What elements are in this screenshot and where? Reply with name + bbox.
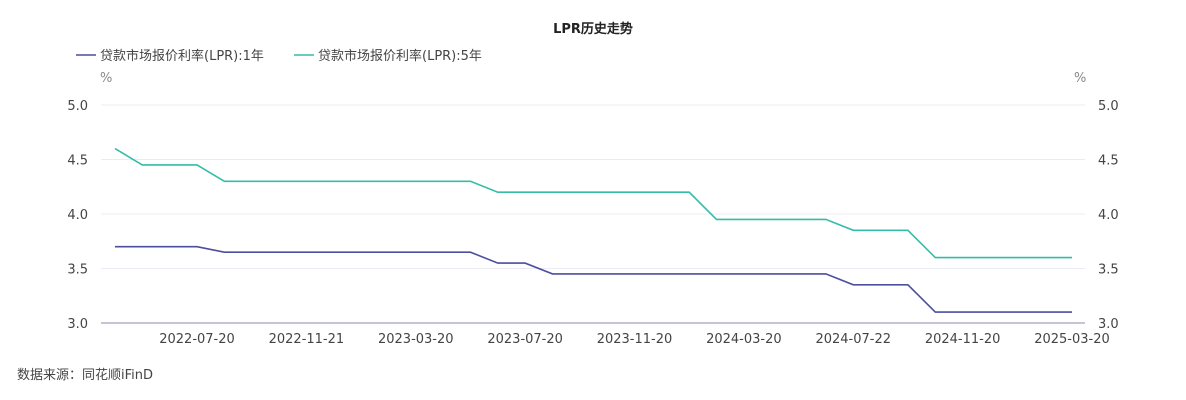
x-tick-label: 2024-03-20 (706, 332, 782, 347)
y-tick-right: 4.5 (1098, 154, 1119, 169)
legend-label-0: 贷款市场报价利率(LPR):1年 (100, 48, 264, 64)
y-tick-right: 3.5 (1098, 263, 1119, 278)
data-source: 数据来源：同花顺iFinD (17, 368, 154, 383)
y-tick-left: 4.0 (67, 208, 88, 223)
x-tick-label: 2024-11-20 (925, 332, 1001, 347)
x-tick-label: 2024-07-22 (815, 332, 891, 347)
x-tick-label: 2022-11-21 (269, 332, 345, 347)
chart-title: LPR历史走势 (553, 21, 633, 37)
series-line-1y (115, 245, 1072, 313)
y-tick-right: 3.0 (1098, 317, 1119, 332)
x-tick-label: 2023-07-20 (487, 332, 563, 347)
y-tick-left: 4.5 (67, 154, 88, 169)
y-tick-left: 3.5 (67, 263, 88, 278)
x-tick-label: 2025-03-20 (1034, 332, 1110, 347)
x-tick-label: 2023-03-20 (378, 332, 454, 347)
y-unit-right: % (1074, 71, 1086, 86)
y-tick-left: 5.0 (67, 99, 88, 114)
legend-label-1: 贷款市场报价利率(LPR):5年 (318, 48, 482, 64)
y-tick-right: 5.0 (1098, 99, 1119, 114)
series-line-5y (114, 147, 1072, 259)
y-tick-right: 4.0 (1098, 208, 1119, 223)
y-tick-left: 3.0 (67, 317, 88, 332)
x-tick-label: 2023-11-20 (597, 332, 673, 347)
y-unit-left: % (100, 71, 112, 86)
x-tick-label: 2022-07-20 (159, 332, 235, 347)
